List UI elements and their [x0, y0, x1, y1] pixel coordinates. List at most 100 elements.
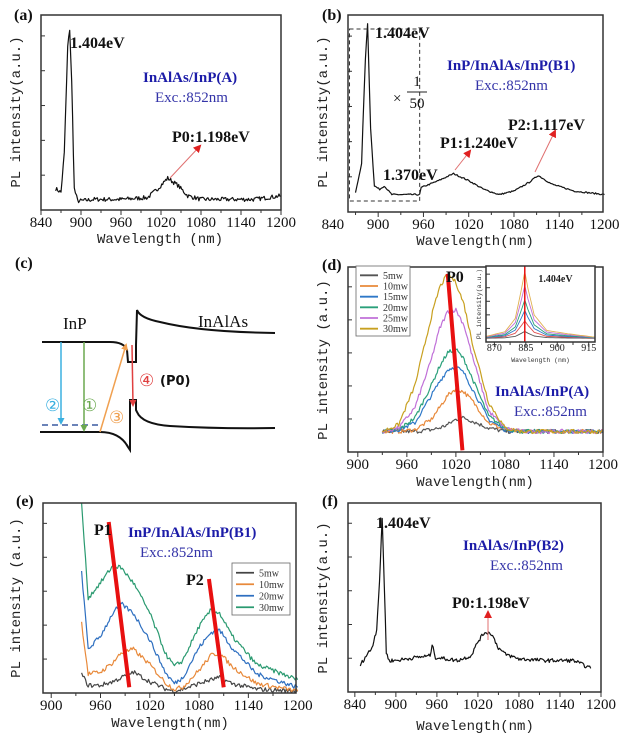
x-tick-label: 1200 — [590, 217, 620, 233]
x-tick-label: 960 — [412, 217, 435, 233]
x-axis-label: Wavelength (nm) — [97, 232, 223, 248]
x-tick-label: 1020 — [146, 215, 176, 231]
series-line-30mw — [81, 502, 299, 681]
annotation-arrow — [169, 144, 202, 179]
transition-4-arrow — [129, 344, 137, 407]
plot-frame — [42, 502, 297, 694]
x-tick-label: 885 — [518, 343, 533, 354]
peak-shift-line — [206, 578, 226, 688]
x-tick-label: 840 — [344, 697, 367, 713]
transition-3-label: ③ — [109, 408, 124, 427]
peak-annotation: P2:1.117eV — [508, 117, 585, 134]
x-tick-label: 1080 — [490, 457, 520, 473]
excitation-wavelength: Exc.:852nm — [490, 558, 563, 574]
y-axis-label: PL intensity (a.u.) — [316, 280, 332, 440]
x-tick-label: 960 — [426, 697, 449, 713]
sample-name: InAlAs/InP(B2) — [463, 538, 564, 554]
x-tick-label: 900 — [550, 343, 565, 354]
x-tick-label: 900 — [385, 697, 408, 713]
inset-series-line-5mw — [485, 330, 595, 339]
peak-annotation: P1:1.240eV — [440, 135, 518, 152]
x-tick-label: 900 — [70, 215, 93, 231]
x-axis-label: Wavelength(nm) — [111, 716, 229, 732]
panel-label: (b) — [322, 7, 342, 24]
inset-series-line-10mw — [485, 320, 596, 339]
x-tick-label: 915 — [581, 343, 596, 354]
x-tick-label: 1020 — [135, 698, 165, 714]
x-tick-label: 960 — [89, 698, 112, 714]
series-line — [354, 23, 605, 196]
inset-series-line-25mw — [485, 285, 596, 338]
plot-frame — [347, 266, 604, 453]
series-line-20mw — [382, 348, 604, 435]
sample-name: InP/InAlAs/InP(B1) — [447, 58, 575, 74]
valence-band — [40, 399, 276, 454]
peak-annotation: P0:1.198eV — [452, 595, 530, 612]
x-tick-label: 870 — [487, 343, 502, 354]
x-tick-label: 1140 — [545, 217, 574, 233]
series-line-5mw — [81, 670, 298, 694]
x-tick-label: 1200 — [266, 215, 296, 231]
x-tick-label: 1200 — [586, 697, 616, 713]
y-axis-label: PL intensity(a.u.) — [316, 522, 332, 673]
series-line — [55, 29, 282, 204]
x-tick-label: 1080 — [504, 697, 534, 713]
legend-frame — [355, 265, 411, 337]
x-axis-label: Wavelength(nm) — [416, 475, 534, 491]
panel-label: (c) — [15, 255, 33, 272]
panel-b: (b) PL intensity(a.u.) Wavelength(nm) 840 90… — [316, 7, 620, 250]
material-label-inalas: InAlAs — [198, 312, 248, 331]
x-tick-label: 900 — [347, 457, 370, 473]
x-tick-label: 1140 — [226, 215, 255, 231]
panel-c-band-diagram: (c) InP InAlAs ② ①③④ (P0) — [15, 255, 276, 454]
peak-annotation: 1.404eV — [375, 25, 430, 42]
x-tick-label: 1080 — [184, 698, 214, 714]
x-tick-label: 840 — [30, 215, 53, 231]
scale-numerator: 1 — [413, 74, 421, 90]
series-line — [359, 517, 592, 669]
inset-y-axis-label: PL intensity(a.u.) — [476, 269, 483, 339]
y-axis-label: PL intensity(a.u.) — [316, 36, 332, 187]
x-tick-label: 1140 — [539, 457, 568, 473]
transition-2-label: ② — [45, 396, 60, 415]
p0-label: (P0) — [160, 374, 190, 389]
x-tick-label: 1200 — [588, 457, 618, 473]
inset-series-line-15mw — [485, 309, 596, 339]
peak-annotation: P1 — [94, 522, 112, 539]
peak-annotation: 1.404eV — [70, 35, 125, 52]
excitation-wavelength: Exc.:852nm — [140, 545, 213, 561]
x-tick-label: 900 — [367, 217, 390, 233]
plot-frame — [485, 265, 596, 343]
inset-series-line-20mw — [485, 299, 596, 339]
legend-label: 15mw — [383, 292, 409, 303]
legend-label: 30mw — [383, 324, 409, 335]
excitation-wavelength: Exc.:852nm — [155, 90, 228, 106]
legend-label: 30mw — [259, 603, 285, 614]
panel-label: (d) — [322, 257, 342, 274]
sample-name: InAlAs/InP(A) — [143, 70, 237, 86]
panel-e: (e) PL intensity (a.u.) Wavelength(nm) 900 9… — [9, 493, 313, 732]
legend-label: 5mw — [259, 568, 280, 579]
panel-label: (a) — [14, 7, 33, 24]
legend-label: 20mw — [383, 303, 409, 314]
series-line-10mw — [81, 621, 299, 693]
peak-annotation: P0:1.198eV — [172, 129, 250, 146]
inset-annotation: 1.404eV — [538, 274, 573, 285]
excitation-wavelength: Exc.:852nm — [514, 404, 587, 420]
legend-label: 10mw — [383, 282, 409, 293]
x-tick-label: 960 — [110, 215, 133, 231]
x-tick-label: 1020 — [441, 457, 471, 473]
x-tick-label: 960 — [396, 457, 419, 473]
peak-shift-line — [445, 273, 465, 451]
peak-annotation: P2 — [186, 572, 204, 589]
y-axis-label: PL intensity (a.u.) — [9, 518, 25, 678]
panel-d: (d) PL intensity (a.u.) Wavelength(nm) 900 9… — [316, 257, 618, 491]
scale-times: × — [393, 91, 401, 107]
excitation-wavelength: Exc.:852nm — [475, 78, 548, 94]
transition-3-arrow — [99, 343, 128, 433]
plot-frame — [347, 502, 602, 693]
x-tick-label: 900 — [40, 698, 63, 714]
